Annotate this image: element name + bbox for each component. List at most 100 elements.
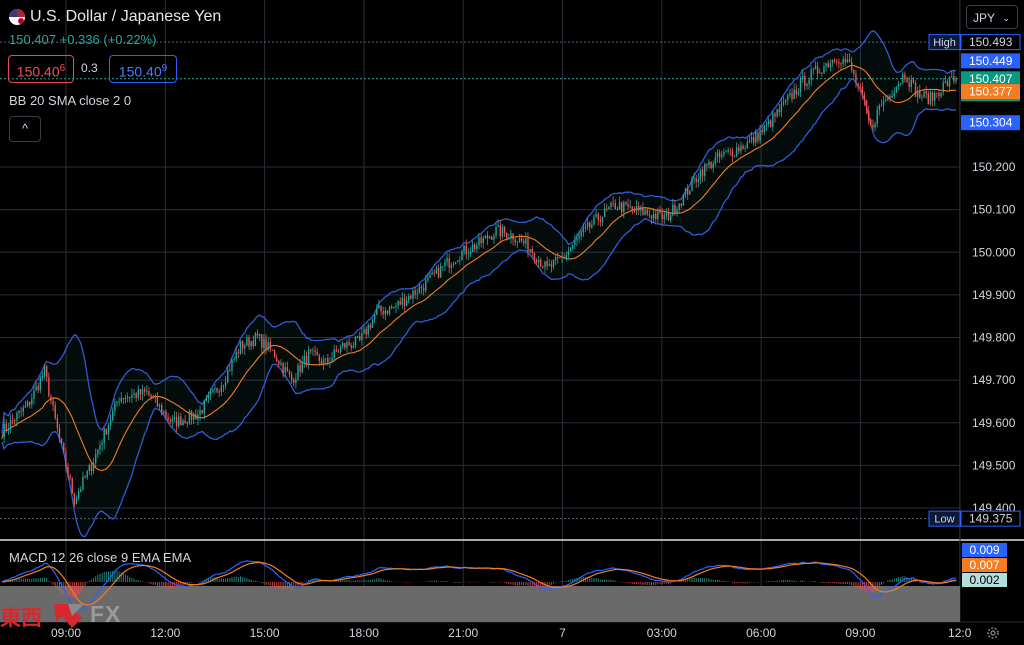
candle-body bbox=[359, 335, 361, 341]
candle-body bbox=[659, 210, 661, 213]
candle-body bbox=[914, 82, 917, 97]
candle-body bbox=[41, 376, 44, 378]
candle-body bbox=[772, 113, 774, 127]
candle-body bbox=[414, 290, 416, 295]
candle-body bbox=[131, 394, 133, 398]
candle-body bbox=[178, 416, 180, 427]
candle-body bbox=[899, 82, 902, 84]
candle-body bbox=[37, 386, 39, 391]
candle-body bbox=[293, 380, 295, 383]
candle-body bbox=[821, 72, 823, 74]
candle-body bbox=[116, 402, 118, 404]
candle-body bbox=[793, 89, 795, 100]
candle-body bbox=[827, 63, 829, 68]
price-badge bbox=[960, 34, 1021, 51]
candle-body bbox=[510, 233, 512, 238]
candle-body bbox=[212, 389, 214, 393]
candle-body bbox=[422, 287, 425, 291]
candle-body bbox=[652, 213, 655, 219]
candle-body bbox=[625, 202, 627, 205]
candle-body bbox=[305, 355, 308, 364]
sell-button[interactable]: 150.406 bbox=[8, 55, 74, 83]
currency-select[interactable]: JPY ⌄ bbox=[966, 5, 1018, 29]
candle-body bbox=[727, 150, 729, 152]
watermark-cn: 東西 bbox=[0, 605, 42, 630]
candle-body bbox=[657, 210, 659, 219]
candle-body bbox=[882, 101, 885, 106]
macd-badge bbox=[962, 558, 1007, 572]
candle-body bbox=[48, 377, 50, 396]
candle-body bbox=[753, 137, 755, 143]
candle-body bbox=[731, 150, 734, 157]
candle-body bbox=[80, 489, 82, 492]
candle-body bbox=[137, 389, 139, 398]
candle-body bbox=[648, 214, 651, 216]
macd-indicator-label[interactable]: MACD 12 26 close 9 EMA EMA bbox=[9, 550, 192, 565]
price-axis: 150.200 150.100 150.000 149.900 149.800 149.7… bbox=[972, 160, 1016, 515]
candle-body bbox=[571, 244, 574, 249]
candle-body bbox=[84, 476, 86, 478]
candle-body bbox=[52, 400, 54, 406]
candle-body bbox=[927, 93, 930, 105]
candle-body bbox=[427, 277, 429, 281]
candle-body bbox=[929, 92, 932, 105]
candle-body bbox=[491, 236, 493, 240]
candle-body bbox=[88, 464, 91, 471]
candle-body bbox=[135, 393, 137, 398]
candle-body bbox=[689, 190, 691, 195]
candle-body bbox=[227, 370, 229, 383]
buy-button[interactable]: 150.409 bbox=[109, 55, 177, 83]
candle-body bbox=[399, 301, 401, 305]
candle-body bbox=[169, 419, 171, 422]
candle-body bbox=[267, 342, 269, 351]
bb-indicator-label[interactable]: BB 20 SMA close 2 0 bbox=[9, 93, 132, 108]
candle-body bbox=[765, 124, 768, 126]
candle-body bbox=[97, 449, 99, 455]
candle-body bbox=[953, 76, 955, 82]
candle-body bbox=[872, 124, 874, 128]
candle-body bbox=[214, 388, 216, 390]
candle-body bbox=[180, 416, 182, 426]
candle-body bbox=[603, 208, 606, 217]
symbol-title[interactable]: U.S. Dollar / Japanese Yen bbox=[30, 8, 222, 25]
candle-body bbox=[467, 253, 470, 255]
time-tick-label: 7 bbox=[559, 626, 566, 640]
currency-label: JPY bbox=[973, 11, 996, 25]
price-badges: 150.493High150.449150.40700:22150.377150… bbox=[928, 34, 1021, 587]
candle-body bbox=[678, 203, 680, 210]
collapse-chevron-icon[interactable]: ^ bbox=[9, 116, 41, 142]
macd-badge-text: 0.009 bbox=[969, 543, 999, 557]
price-badge-text: 149.375 bbox=[969, 512, 1013, 526]
candle-body bbox=[870, 119, 872, 125]
candle-body bbox=[373, 314, 376, 320]
candle-body bbox=[770, 120, 772, 127]
candle-body bbox=[887, 96, 889, 101]
candle-body bbox=[682, 194, 685, 206]
candle-body bbox=[780, 103, 783, 113]
candle-body bbox=[631, 206, 634, 210]
candle-body bbox=[118, 401, 120, 403]
candle-body bbox=[18, 410, 20, 414]
candle-body bbox=[60, 438, 63, 444]
candle-body bbox=[921, 97, 923, 99]
settings-gear-icon[interactable] bbox=[986, 626, 1000, 640]
candle-body bbox=[661, 212, 663, 220]
candle-body bbox=[527, 238, 529, 252]
time-tick-label: 09:00 bbox=[51, 626, 81, 640]
macd-badge bbox=[962, 543, 1007, 557]
candle-body bbox=[465, 245, 467, 255]
sell-price: 150.40 bbox=[16, 63, 60, 80]
candle-body bbox=[54, 405, 56, 418]
candle-body bbox=[895, 86, 898, 93]
candle-body bbox=[610, 202, 612, 208]
candle-body bbox=[282, 363, 284, 374]
candle-body bbox=[186, 422, 188, 424]
candle-body bbox=[263, 338, 265, 348]
candle-body bbox=[599, 219, 602, 222]
candle-body bbox=[284, 367, 286, 374]
candle-body bbox=[452, 264, 455, 265]
candle-body bbox=[908, 82, 910, 87]
candle-body bbox=[733, 155, 736, 157]
us-jp-flag-icon bbox=[9, 9, 25, 25]
